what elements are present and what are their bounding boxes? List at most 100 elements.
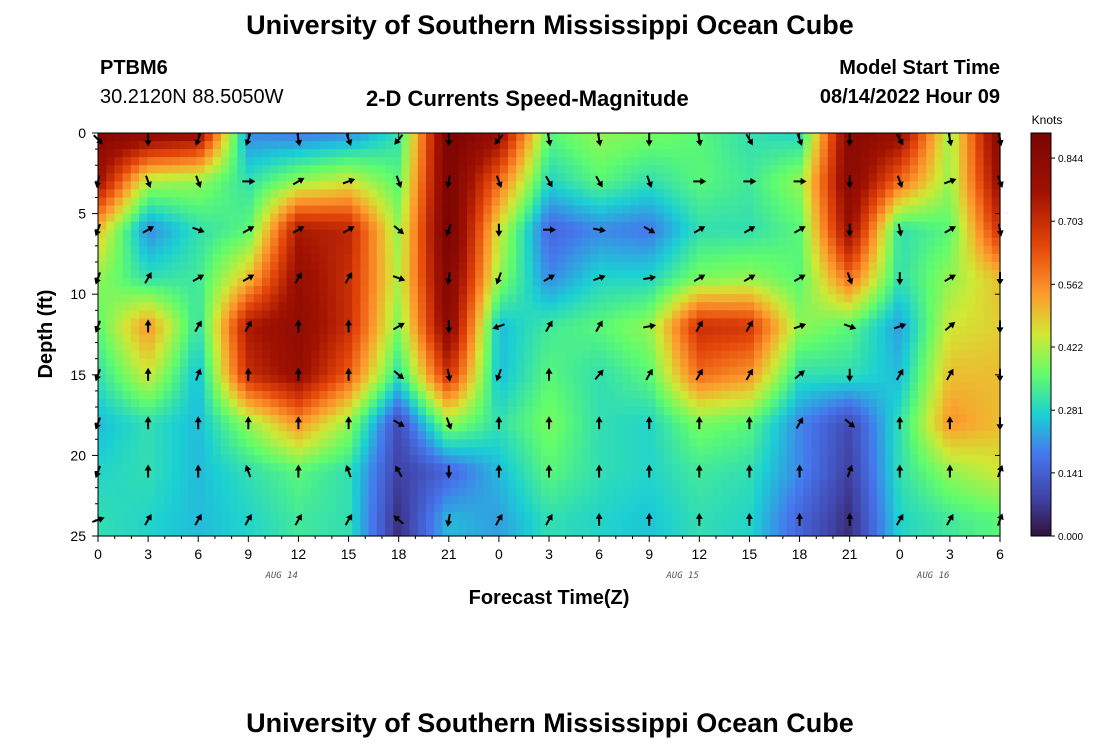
heatmap-cell	[795, 350, 804, 360]
heatmap-cell	[737, 181, 747, 191]
heatmap-cell	[352, 133, 361, 142]
heatmap-cell	[778, 447, 788, 456]
heatmap-cell	[581, 358, 591, 368]
heatmap-cell	[286, 358, 296, 368]
heatmap-cell	[631, 205, 640, 215]
heatmap-cell	[327, 253, 337, 263]
heatmap-cell	[171, 205, 181, 215]
heatmap-cell	[401, 495, 411, 505]
heatmap-cell	[212, 479, 222, 489]
heatmap-cell	[639, 294, 648, 303]
heatmap-cell	[335, 173, 345, 182]
heatmap-cell	[303, 366, 312, 376]
heatmap-cell	[212, 310, 222, 319]
heatmap-cell	[417, 221, 427, 231]
heatmap-cell	[262, 165, 271, 174]
heatmap-cell	[573, 261, 583, 271]
heatmap-cell	[885, 463, 894, 473]
heatmap-cell	[106, 318, 115, 328]
heatmap-cell	[262, 415, 271, 424]
heatmap-cell	[516, 270, 525, 279]
heatmap-cell	[983, 141, 993, 150]
heatmap-cell	[639, 278, 648, 287]
heatmap-cell	[754, 278, 763, 287]
heatmap-cell	[237, 157, 247, 166]
heatmap-cell	[516, 286, 525, 295]
heatmap-cell	[565, 366, 575, 376]
heatmap-cell	[98, 342, 107, 352]
heatmap-cell	[508, 133, 517, 142]
heatmap-cell	[901, 390, 911, 400]
heatmap-cell	[491, 278, 501, 287]
heatmap-cell	[729, 358, 739, 368]
heatmap-cell	[130, 431, 140, 440]
heatmap-cell	[655, 294, 665, 303]
heatmap-cell	[622, 423, 632, 432]
heatmap-cell	[434, 342, 443, 352]
heatmap-cell	[204, 342, 214, 352]
heatmap-cell	[647, 390, 657, 400]
heatmap-cell	[467, 237, 476, 247]
heatmap-cell	[360, 286, 370, 295]
heatmap-cell	[204, 495, 214, 505]
heatmap-cell	[565, 310, 575, 319]
heatmap-cell	[721, 455, 730, 465]
heatmap-cell	[868, 487, 878, 497]
heatmap-cell	[639, 213, 648, 223]
heatmap-cell	[868, 342, 878, 352]
heatmap-cell	[417, 334, 427, 344]
heatmap-cell	[409, 326, 419, 336]
heatmap-cell	[704, 334, 714, 344]
heatmap-cell	[212, 415, 222, 424]
heatmap-cell	[491, 189, 501, 199]
heatmap-cell	[868, 398, 878, 408]
heatmap-cell	[770, 133, 780, 142]
heatmap-cell	[524, 165, 534, 174]
heatmap-cell	[770, 261, 780, 271]
heatmap-cell	[549, 197, 558, 207]
heatmap-cell	[868, 463, 878, 473]
heatmap-cell	[442, 310, 452, 319]
heatmap-cell	[212, 447, 222, 456]
heatmap-cell	[680, 278, 689, 287]
heatmap-cell	[204, 181, 214, 191]
heatmap-cell	[540, 181, 550, 191]
heatmap-cell	[983, 261, 993, 271]
heatmap-cell	[467, 294, 476, 303]
heatmap-cell	[598, 358, 607, 368]
heatmap-cell	[114, 310, 124, 319]
heatmap-cell	[885, 326, 894, 336]
heatmap-cell	[967, 270, 976, 279]
heatmap-cell	[827, 334, 837, 344]
heatmap-cell	[163, 398, 173, 408]
heatmap-cell	[786, 326, 796, 336]
heatmap-cell	[352, 294, 361, 303]
heatmap-cell	[959, 237, 968, 247]
heatmap-cell	[581, 286, 591, 295]
heatmap-cell	[754, 390, 763, 400]
heatmap-cell	[803, 270, 812, 279]
heatmap-cell	[877, 350, 886, 360]
heatmap-cell	[778, 350, 788, 360]
heatmap-cell	[680, 415, 689, 424]
heatmap-cell	[294, 382, 304, 392]
heatmap-cell	[557, 439, 566, 448]
heatmap-cell	[286, 270, 296, 279]
heatmap-cell	[639, 358, 648, 368]
heatmap-cell	[270, 455, 279, 465]
heatmap-cell	[401, 318, 411, 328]
heatmap-cell	[655, 398, 665, 408]
heatmap-cell	[762, 447, 771, 456]
heatmap-cell	[229, 229, 238, 239]
heatmap-cell	[163, 431, 173, 440]
heatmap-cell	[655, 487, 665, 497]
heatmap-cell	[836, 270, 845, 279]
heatmap-cell	[139, 197, 148, 207]
heatmap-cell	[130, 334, 140, 344]
heatmap-cell	[598, 415, 607, 424]
heatmap-cell	[270, 415, 279, 424]
heatmap-cell	[393, 350, 402, 360]
heatmap-cell	[171, 173, 181, 182]
heatmap-cell	[885, 334, 894, 344]
heatmap-cell	[319, 213, 329, 223]
